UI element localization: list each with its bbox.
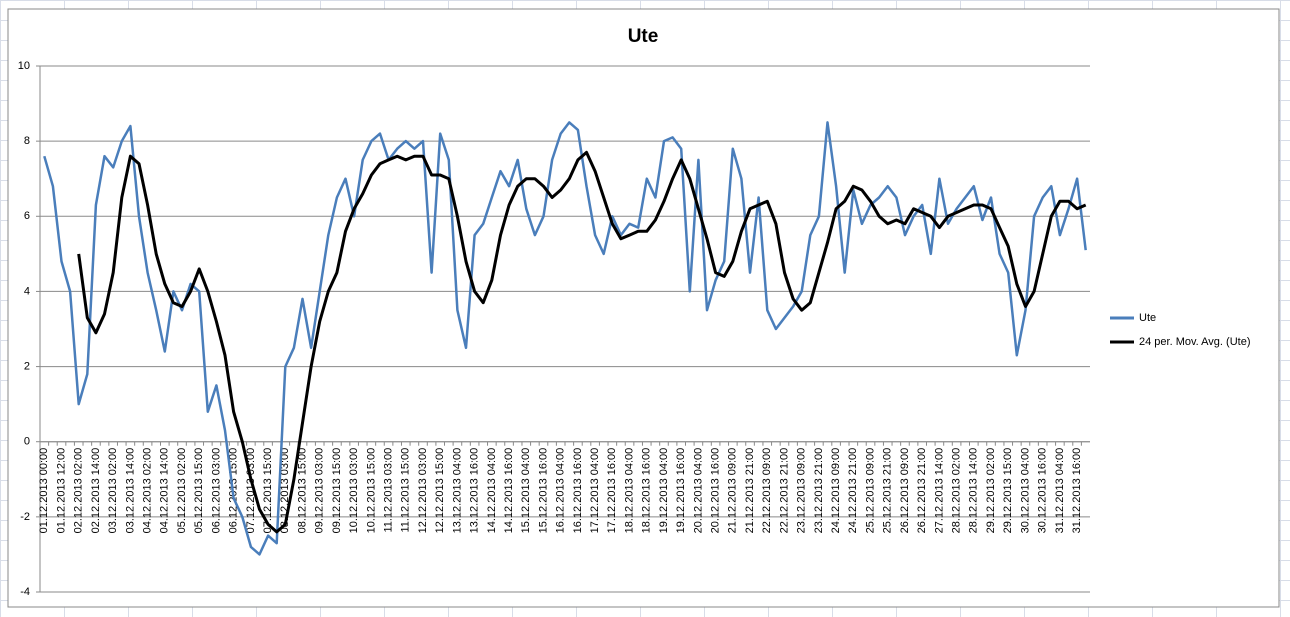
x-tick-label: 29.12.2013 15:00 (1002, 448, 1014, 534)
series-line (77, 150, 1087, 534)
y-tick-label: 0 (24, 436, 30, 448)
legend-label: Ute (1139, 312, 1156, 324)
x-tick-label: 05.12.2013 15:00 (193, 448, 205, 534)
chart-title: Ute (628, 26, 659, 47)
x-tick-label: 26.12.2013 21:00 (916, 448, 928, 534)
x-tick-label: 31.12.2013 16:00 (1071, 448, 1083, 534)
x-tick-label: 18.12.2013 04:00 (623, 448, 635, 534)
x-tick-label: 30.12.2013 04:00 (1019, 448, 1031, 534)
x-tick-label: 10.12.2013 15:00 (365, 448, 377, 534)
x-tick-label: 09.12.2013 15:00 (331, 448, 343, 534)
x-tick-label: 14.12.2013 04:00 (486, 448, 498, 534)
x-tick-label: 12.12.2013 15:00 (434, 448, 446, 534)
y-tick-label: -2 (20, 511, 30, 523)
x-tick-label: 01.12.2013 00:00 (38, 448, 50, 534)
x-tick-label: 29.12.2013 02:00 (985, 448, 997, 534)
legend-label: 24 per. Mov. Avg. (Ute) (1139, 336, 1250, 348)
x-tick-label: 21.12.2013 09:00 (727, 448, 739, 534)
x-tick-label: 04.12.2013 02:00 (141, 448, 153, 534)
x-tick-label: 19.12.2013 16:00 (675, 448, 687, 534)
x-tick-label: 05.12.2013 02:00 (176, 448, 188, 534)
x-tick-label: 16.12.2013 16:00 (572, 448, 584, 534)
y-tick-label: 6 (24, 210, 30, 222)
x-tick-label: 20.12.2013 04:00 (692, 448, 704, 534)
x-tick-label: 15.12.2013 04:00 (520, 448, 532, 534)
x-tick-label: 22.12.2013 21:00 (778, 448, 790, 534)
x-tick-label: 26.12.2013 09:00 (899, 448, 911, 534)
x-tick-label: 03.12.2013 02:00 (107, 448, 119, 534)
x-tick-label: 24.12.2013 09:00 (830, 448, 842, 534)
x-tick-label: 17.12.2013 04:00 (589, 448, 601, 534)
y-tick-label: -4 (20, 586, 30, 598)
x-tick-label: 21.12.2013 21:00 (744, 448, 756, 534)
x-tick-label: 11.12.2013 15:00 (400, 448, 412, 533)
x-tick-label: 12.12.2013 03:00 (417, 448, 429, 534)
x-tick-label: 30.12.2013 16:00 (1037, 448, 1049, 534)
x-tick-label: 16.12.2013 04:00 (555, 448, 567, 534)
x-tick-label: 06.12.2013 03:00 (210, 448, 222, 534)
x-tick-label: 27.12.2013 14:00 (933, 448, 945, 534)
x-tick-label: 02.12.2013 02:00 (73, 448, 85, 534)
x-tick-label: 24.12.2013 21:00 (847, 448, 859, 534)
x-tick-label: 03.12.2013 14:00 (124, 448, 136, 534)
x-tick-label: 28.12.2013 14:00 (968, 448, 980, 534)
x-tick-label: 15.12.2013 16:00 (537, 448, 549, 534)
x-tick-label: 19.12.2013 04:00 (658, 448, 670, 534)
x-tick-label: 25.12.2013 21:00 (882, 448, 894, 534)
x-tick-label: 23.12.2013 09:00 (796, 448, 808, 534)
x-tick-label: 25.12.2013 09:00 (864, 448, 876, 534)
x-tick-label: 01.12.2013 12:00 (55, 448, 67, 534)
x-tick-label: 20.12.2013 16:00 (710, 448, 722, 534)
x-tick-label: 18.12.2013 16:00 (641, 448, 653, 534)
x-tick-label: 11.12.2013 03:00 (382, 448, 394, 533)
x-tick-label: 02.12.2013 14:00 (90, 448, 102, 534)
x-tick-label: 14.12.2013 16:00 (503, 448, 515, 534)
y-tick-label: 4 (24, 285, 30, 297)
x-tick-label: 28.12.2013 02:00 (951, 448, 963, 534)
x-tick-label: 31.12.2013 04:00 (1054, 448, 1066, 534)
x-tick-label: 23.12.2013 21:00 (813, 448, 825, 534)
x-tick-label: 13.12.2013 16:00 (469, 448, 481, 534)
x-tick-label: 17.12.2013 16:00 (606, 448, 618, 534)
x-tick-label: 22.12.2013 09:00 (761, 448, 773, 534)
x-tick-label: 10.12.2013 03:00 (348, 448, 360, 534)
x-tick-label: 09.12.2013 03:00 (314, 448, 326, 534)
y-tick-label: 8 (24, 135, 30, 147)
y-tick-label: 10 (18, 60, 30, 72)
x-tick-label: 04.12.2013 14:00 (159, 448, 171, 534)
series-line (43, 121, 1087, 556)
x-tick-label: 07.12.2013 15:00 (262, 448, 274, 534)
chart-frame (7, 8, 1280, 608)
y-tick-label: 2 (24, 360, 30, 372)
x-tick-label: 08.12.2013 15:00 (296, 448, 308, 534)
x-tick-label: 13.12.2013 04:00 (451, 448, 463, 534)
